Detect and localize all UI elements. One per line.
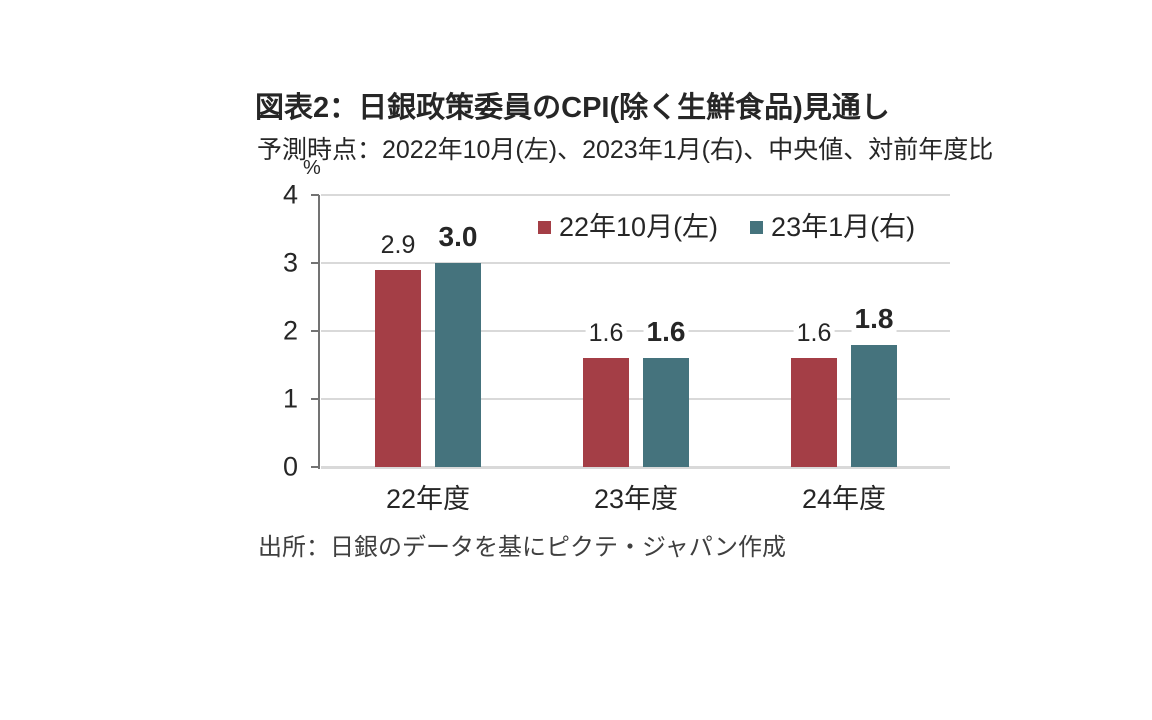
legend: 22年10月(左) 23年1月(右) [538, 214, 915, 241]
gridline-2 [321, 330, 950, 332]
bar-22年度-series0 [375, 270, 421, 467]
value-label-22年度-series0: 2.9 [377, 233, 419, 258]
y-tick-label-1: 1 [282, 383, 298, 414]
legend-item-1: 23年1月(右) [750, 214, 915, 241]
y-tick-1 [311, 398, 319, 400]
x-axis-baseline [321, 466, 950, 469]
value-label-24年度-series1: 1.8 [851, 305, 897, 333]
y-axis-line [318, 195, 320, 469]
chart-source: 出所：日銀のデータを基にピクテ・ジャパン作成 [258, 534, 786, 561]
legend-label: 22年10月(左) [559, 212, 719, 242]
bar-24年度-series0 [791, 358, 837, 467]
value-label-24年度-series0: 1.6 [793, 321, 835, 346]
legend-swatch-icon [750, 221, 764, 234]
bar-23年度-series0 [583, 358, 629, 467]
bar-22年度-series1 [435, 263, 481, 467]
legend-item-0: 22年10月(左) [538, 214, 718, 241]
y-tick-label-3: 3 [282, 247, 298, 278]
y-axis-unit-label: % [303, 157, 321, 179]
gridline-4 [321, 194, 950, 196]
gridline-3 [321, 262, 950, 264]
chart-title: 図表2：日銀政策委員のCPI(除く生鮮食品)見通し [255, 92, 890, 124]
y-tick-4 [311, 194, 319, 196]
y-tick-label-4: 4 [282, 179, 298, 210]
bar-24年度-series1 [851, 345, 897, 467]
legend-label: 23年1月(右) [771, 212, 916, 242]
y-tick-2 [311, 330, 319, 332]
y-tick-3 [311, 262, 319, 264]
y-tick-label-0: 0 [282, 451, 298, 482]
x-category-label-2: 24年度 [801, 484, 887, 514]
value-label-23年度-series1: 1.6 [643, 318, 689, 346]
y-tick-0 [311, 466, 319, 468]
gridline-1 [321, 398, 950, 400]
chart-subtitle: 予測時点：2022年10月(左)、2023年1月(右)、中央値、対前年度比 [257, 136, 994, 164]
legend-swatch-icon [538, 221, 551, 234]
x-category-label-1: 23年度 [593, 484, 679, 514]
value-label-23年度-series0: 1.6 [585, 321, 627, 346]
bar-23年度-series1 [643, 358, 689, 467]
x-category-label-0: 22年度 [385, 484, 471, 514]
value-label-22年度-series1: 3.0 [435, 223, 481, 251]
y-tick-label-2: 2 [282, 315, 298, 346]
